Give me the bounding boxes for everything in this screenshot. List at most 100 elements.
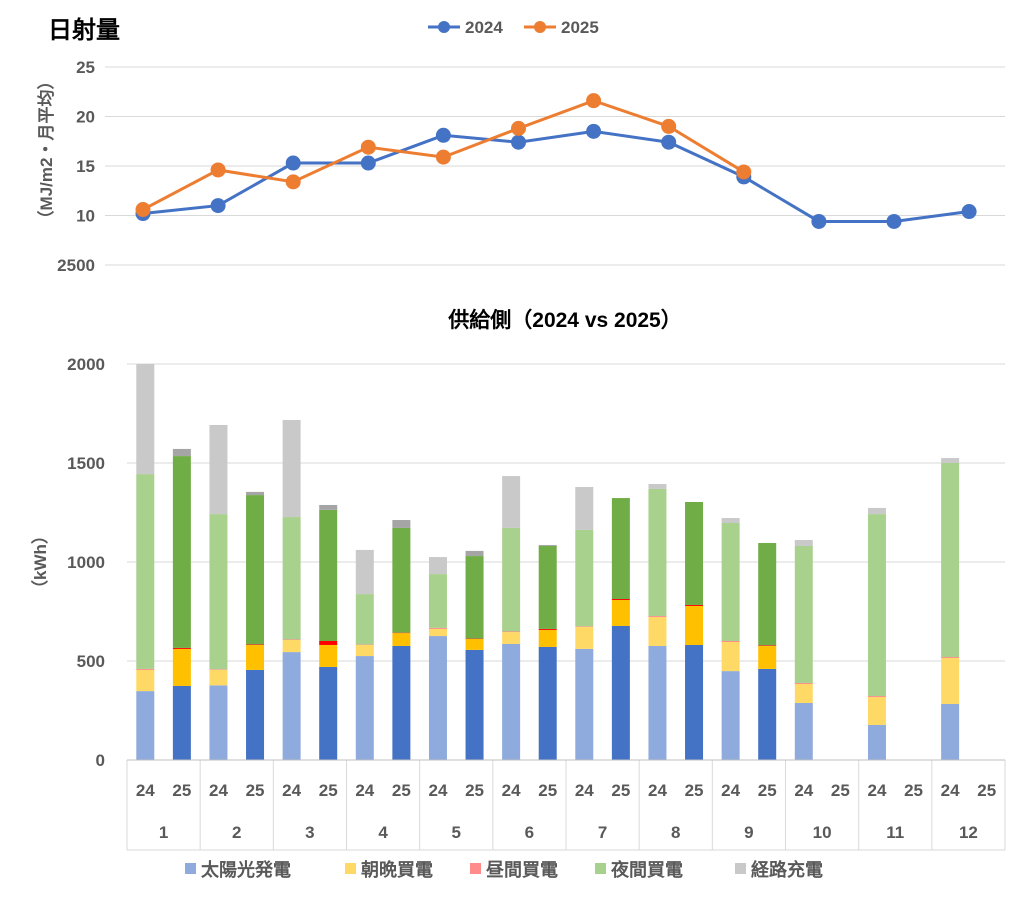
bar-夜間買電-24-m10	[794, 545, 813, 683]
bar-昼間買電-25-m1	[172, 647, 191, 649]
x-month-label: 9	[744, 823, 753, 842]
data-point-2025-m6	[511, 120, 526, 136]
bar-朝晩買電-25-m6	[538, 629, 557, 647]
y-tick-label: 15	[76, 157, 95, 176]
bar-昼間買電-24-m7	[575, 626, 594, 627]
x-year-label: 25	[172, 781, 191, 800]
x-month-label: 3	[305, 823, 314, 842]
x-year-label: 25	[392, 781, 411, 800]
bar-経路充電-25-m5	[465, 550, 484, 557]
bar-太陽光発電-24-m11	[867, 724, 886, 760]
bar-太陽光発電-24-m2	[209, 685, 228, 760]
legend-marker-2025	[534, 21, 546, 33]
data-point-2024-m4	[360, 155, 376, 171]
data-point-2024-m2	[210, 198, 226, 214]
x-year-label: 24	[136, 781, 155, 800]
y-tick-label: 10	[76, 207, 95, 226]
bar-夜間買電-25-m2	[246, 495, 265, 645]
bar-夜間買電-24-m6	[502, 527, 521, 632]
data-point-2025-m7	[586, 93, 602, 109]
x-month-label: 10	[813, 823, 832, 842]
bar-経路充電-24-m12	[941, 458, 960, 463]
bar-朝晩買電-24-m4	[355, 644, 374, 657]
data-point-2024-m8	[661, 134, 677, 150]
bar-昼間買電-25-m9	[758, 645, 777, 646]
x-month-label: 11	[886, 823, 904, 842]
bar-夜間買電-25-m5	[465, 556, 484, 639]
data-point-2025-m2	[210, 162, 226, 178]
data-point-2025-m4	[360, 139, 376, 155]
bar-昼間買電-24-m8	[648, 616, 667, 618]
x-year-label: 24	[428, 781, 447, 800]
bar-昼間買電-24-m9	[721, 641, 740, 642]
x-year-label: 25	[538, 781, 557, 800]
bar-経路充電-25-m3	[319, 504, 338, 510]
bar-経路充電-24-m8	[648, 483, 667, 489]
bar-経路充電-25-m4	[392, 520, 411, 528]
bar-夜間買電-25-m9	[758, 542, 777, 646]
data-point-2025-m3	[285, 174, 301, 190]
bar-太陽光発電-24-m12	[941, 703, 960, 760]
x-month-label: 5	[452, 823, 461, 842]
y-tick-label: 20	[76, 108, 95, 127]
bar-朝晩買電-24-m7	[575, 626, 594, 649]
bar-太陽光発電-25-m5	[465, 649, 484, 760]
bar-朝晩買電-24-m6	[502, 632, 521, 644]
legend-label-2: 昼間買電	[486, 860, 558, 880]
y-axis-title: （kWh）	[30, 527, 50, 597]
x-year-label: 24	[941, 781, 960, 800]
legend-label-2024: 2024	[465, 18, 503, 37]
legend-label-3: 夜間買電	[610, 859, 683, 880]
bar-昼間買電-24-m3	[282, 639, 301, 641]
data-point-2024-m10	[811, 213, 827, 229]
legend-swatch-4	[735, 863, 746, 874]
x-month-label: 2	[232, 823, 241, 842]
bar-夜間買電-24-m5	[428, 574, 447, 628]
y-axis-title: （MJ/m2・月平均）	[36, 73, 56, 228]
data-point-2024-m12	[961, 204, 977, 220]
bar-太陽光発電-25-m1	[172, 685, 191, 760]
y-tick-label: 2000	[67, 355, 105, 374]
bar-経路充電-24-m4	[355, 549, 374, 595]
bar-夜間買電-24-m8	[648, 488, 667, 617]
bar-夜間買電-24-m3	[282, 517, 301, 640]
bar-太陽光発電-25-m2	[246, 669, 265, 760]
x-year-label: 24	[648, 781, 667, 800]
bar-経路充電-25-m6	[538, 544, 557, 546]
bar-経路充電-24-m10	[794, 540, 813, 546]
legend-marker-2024	[438, 21, 450, 33]
bar-夜間買電-25-m1	[172, 456, 191, 648]
bar-経路充電-25-m2	[246, 491, 265, 496]
x-year-label: 25	[465, 781, 484, 800]
bar-太陽光発電-25-m6	[538, 646, 557, 760]
x-year-label: 25	[246, 781, 265, 800]
bar-朝晩買電-24-m2	[209, 669, 228, 686]
bar-昼間買電-25-m8	[685, 604, 704, 606]
bar-朝晩買電-24-m5	[428, 628, 447, 637]
x-month-label: 6	[525, 823, 534, 842]
y-tick-label: 1000	[67, 553, 105, 572]
bar-昼間買電-24-m11	[867, 696, 886, 698]
bar-太陽光発電-25-m3	[319, 666, 338, 760]
bar-朝晩買電-25-m7	[611, 600, 630, 626]
bar-太陽光発電-24-m8	[648, 645, 667, 760]
y-tick-label: 1500	[67, 454, 105, 473]
data-point-2024-m6	[511, 134, 526, 150]
data-point-2025-m1	[135, 202, 151, 218]
legend-swatch-2	[470, 863, 481, 874]
bar-昼間買電-25-m6	[538, 628, 557, 630]
bar-朝晩買電-24-m10	[794, 683, 813, 703]
bar-太陽光発電-24-m4	[355, 656, 374, 760]
bar-朝晩買電-25-m9	[758, 645, 777, 669]
bar-経路充電-24-m5	[428, 557, 447, 575]
bar-夜間買電-25-m3	[319, 509, 338, 642]
x-year-label: 24	[794, 781, 813, 800]
bar-太陽光発電-24-m7	[575, 648, 594, 760]
legend-label-2025: 2025	[561, 18, 599, 37]
x-year-label: 24	[575, 781, 594, 800]
bar-朝晩買電-25-m2	[246, 644, 265, 670]
legend-swatch-0	[185, 863, 196, 874]
bar-太陽光発電-24-m9	[721, 671, 740, 760]
bar-朝晩買電-24-m12	[941, 658, 960, 704]
